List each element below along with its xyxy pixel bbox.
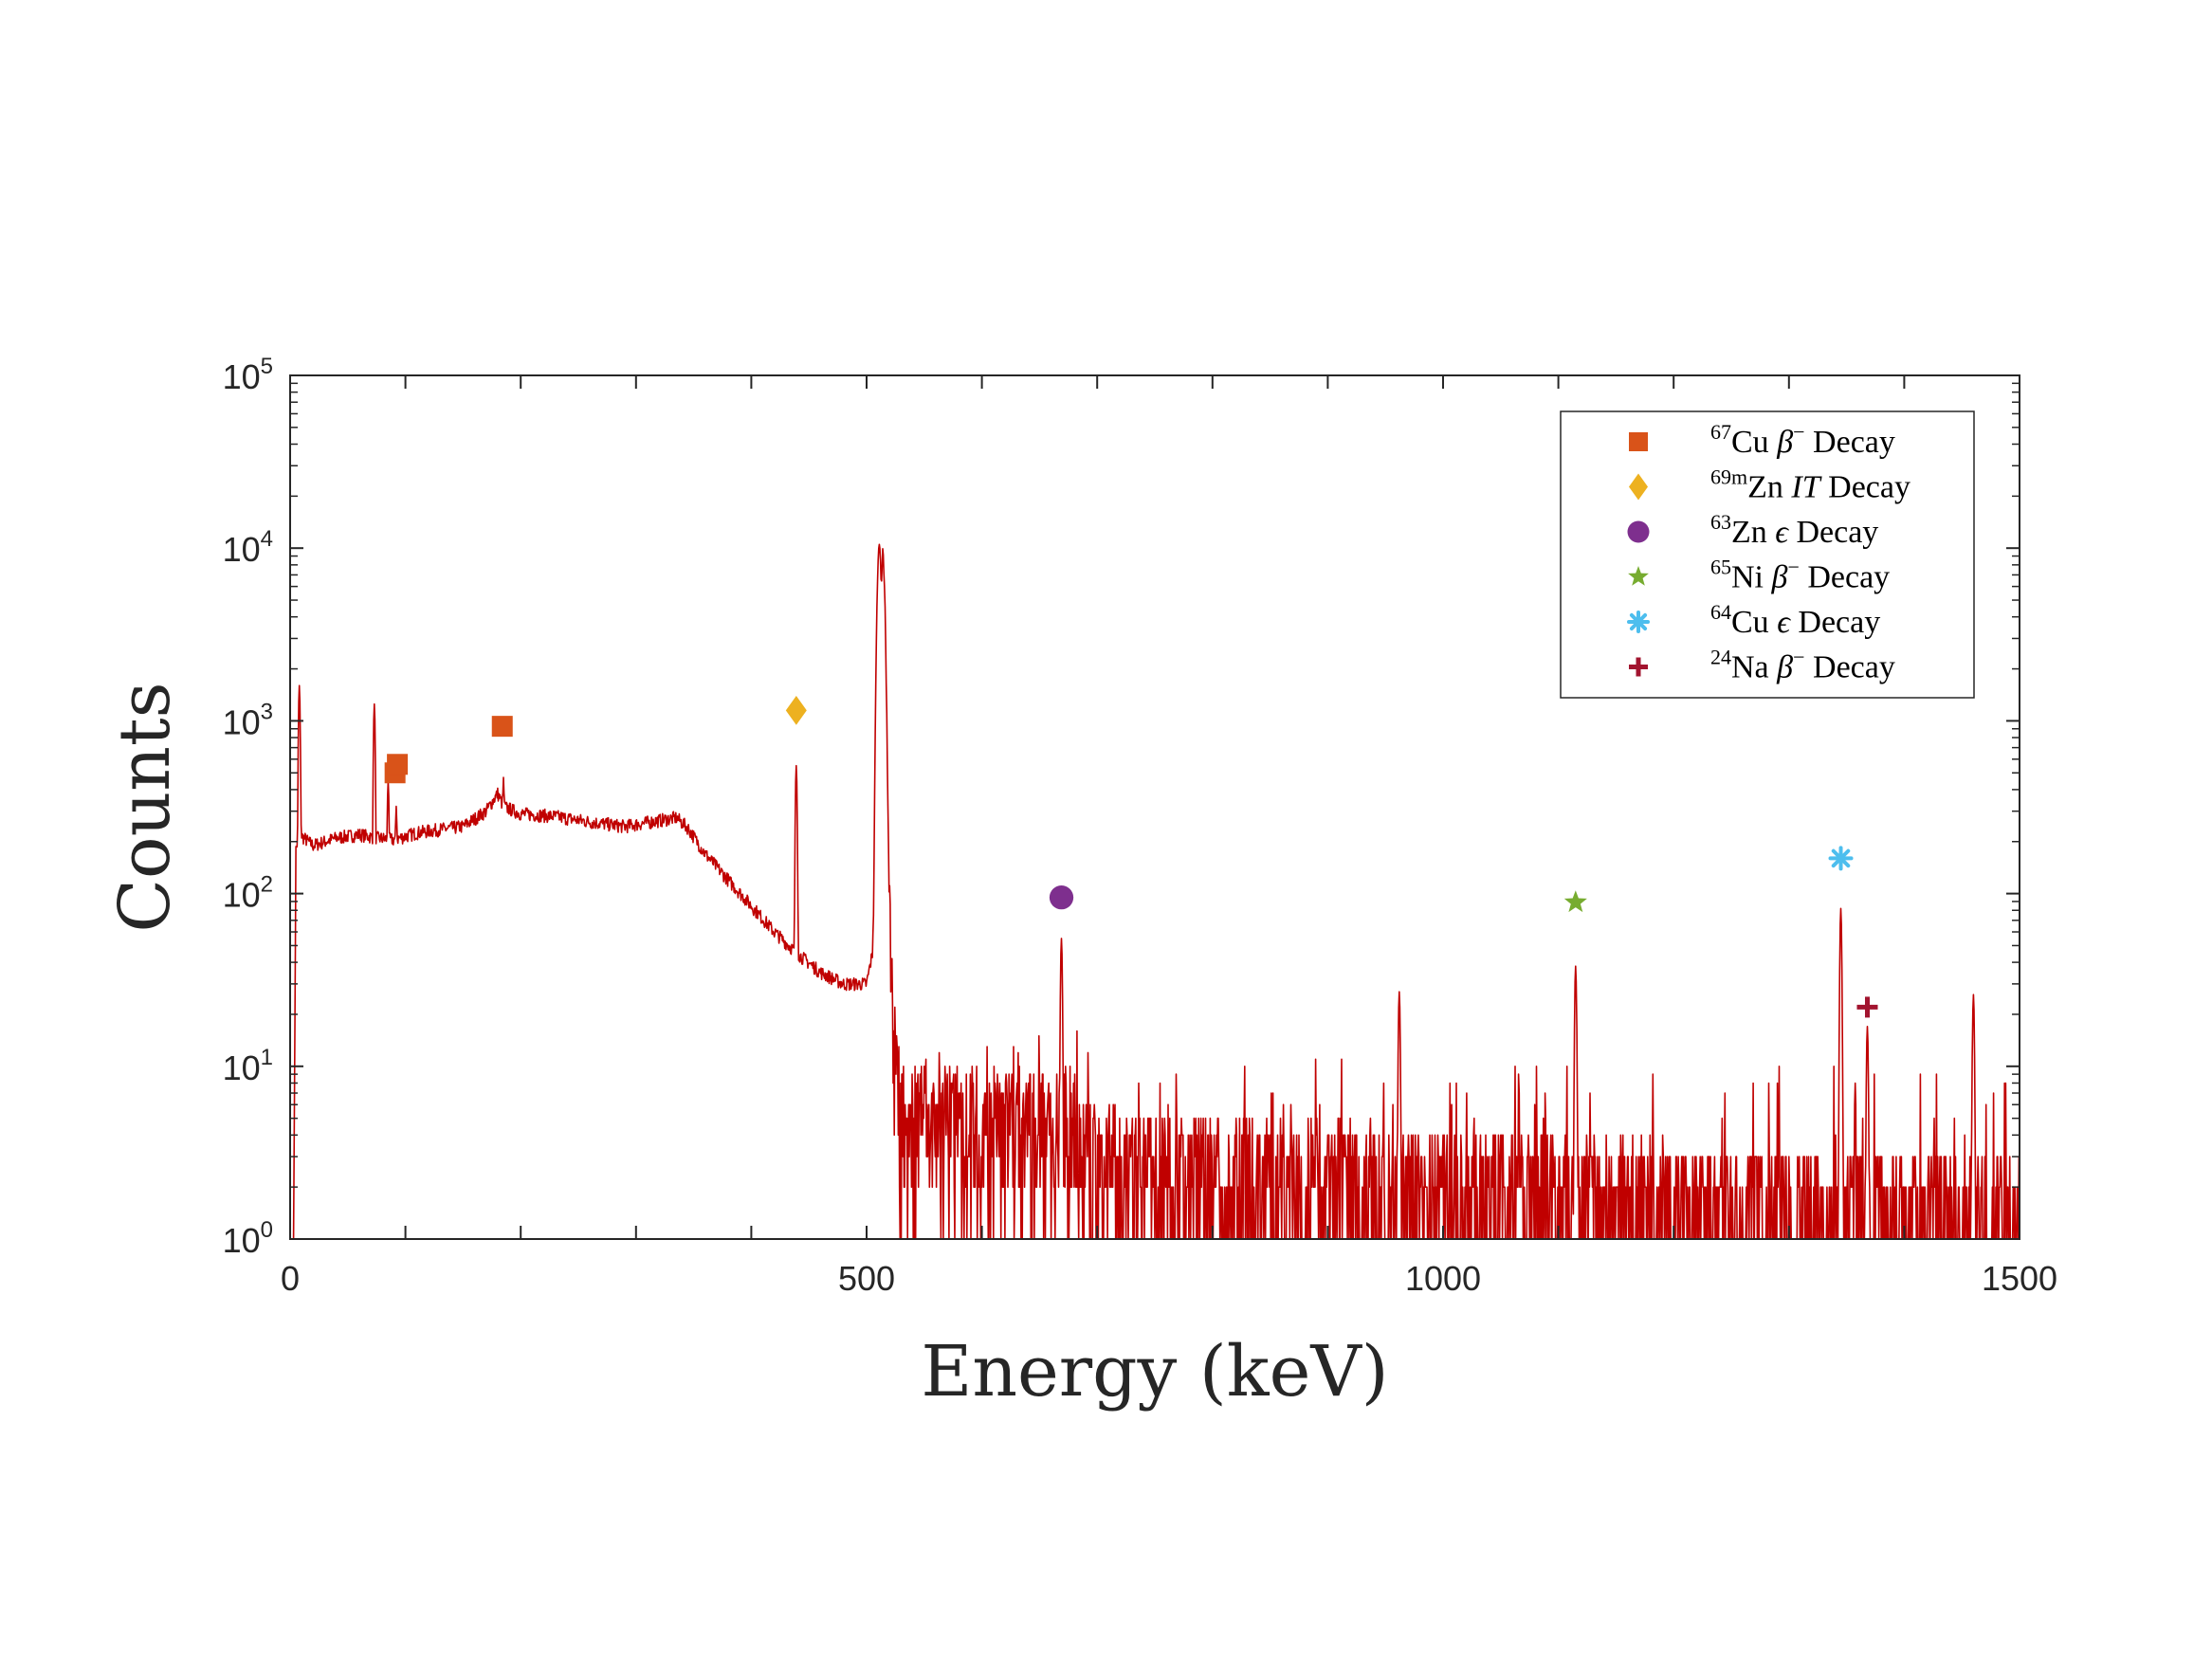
x-tick-label: 500 <box>838 1259 895 1298</box>
legend-marker-circle <box>1627 520 1650 543</box>
decay-marker-star <box>1563 890 1587 913</box>
y-tick-label: 105 <box>223 354 273 396</box>
y-tick-label: 100 <box>223 1217 273 1260</box>
decay-marker-asterisk-stroke <box>1831 848 1851 868</box>
y-tick-label: 101 <box>223 1045 273 1087</box>
decay-marker-square <box>491 716 513 738</box>
legend-marker-plus <box>1629 657 1648 677</box>
legend-entry-label: 24Na β− Decay <box>1710 646 1895 685</box>
x-tick-label: 1000 <box>1405 1259 1481 1298</box>
decay-marker-diamond <box>785 695 807 725</box>
decay-marker-circle <box>1049 885 1074 910</box>
legend-box <box>1560 410 1975 699</box>
legend-entry-label: 65Ni β− Decay <box>1710 556 1890 595</box>
legend-marker-square <box>1629 432 1648 451</box>
x-axis-title: Energy (keV) <box>921 1331 1388 1413</box>
legend: 67Cu β− Decay 69mZn IT Decay 63Zn ϵ Decay 6… <box>1560 410 1975 699</box>
legend-marker-asterisk <box>1627 611 1650 633</box>
legend-entry-label: 64Cu ϵ Decay <box>1710 600 1880 640</box>
legend-marker-diamond <box>1629 473 1648 501</box>
legend-entry-label: 67Cu β− Decay <box>1710 420 1895 460</box>
y-tick-label: 102 <box>223 872 273 915</box>
x-tick-label: 0 <box>281 1259 300 1298</box>
y-tick-label: 104 <box>223 526 273 569</box>
legend-marker-star <box>1628 566 1649 586</box>
decay-marker-square <box>387 754 409 775</box>
x-tick-label: 1500 <box>1982 1259 2057 1298</box>
marker-layer <box>384 695 1878 1018</box>
y-tick-label: 103 <box>223 699 273 741</box>
decay-marker-asterisk <box>1828 846 1854 871</box>
plot-area-box <box>289 374 2020 1240</box>
legend-marker-asterisk-stroke <box>1629 612 1648 631</box>
axes-layer: 0 500 1000 1500 100 101 102 103 104 105 <box>223 354 2057 1298</box>
legend-entry-label: 63Zn ϵ Decay <box>1710 510 1878 550</box>
decay-marker-plus <box>1856 996 1878 1018</box>
y-axis-title: Counts <box>104 682 186 932</box>
legend-entry-label: 69mZn IT Decay <box>1710 465 1910 505</box>
